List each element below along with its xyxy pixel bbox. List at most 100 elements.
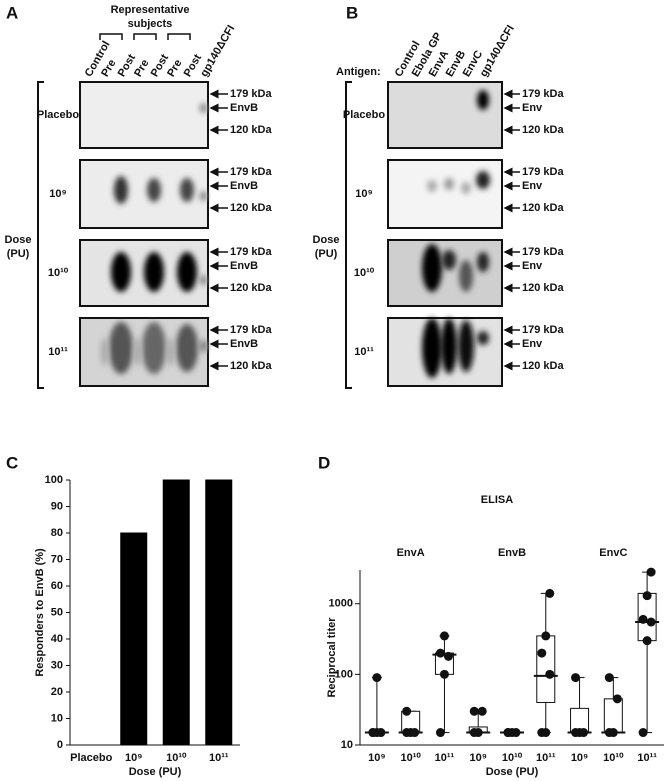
band	[199, 191, 208, 201]
point	[443, 651, 453, 661]
x-axis-label: Dose (PU)	[129, 766, 182, 778]
band	[198, 340, 209, 352]
band	[100, 338, 109, 366]
marker-label: EnvB	[230, 180, 258, 192]
marker-label: Env	[522, 102, 543, 114]
y-tick-label: 70	[51, 553, 63, 565]
x-axis-label: Dose (PU)	[486, 766, 539, 778]
x-tick-label: 10⁹	[368, 752, 385, 764]
band	[144, 252, 164, 292]
x-tick-label: 10¹¹	[209, 752, 229, 764]
band	[427, 180, 437, 192]
marker-label: 120 kDa	[230, 124, 272, 136]
band	[176, 324, 198, 372]
marker-label: EnvB	[230, 338, 258, 350]
point	[477, 706, 487, 716]
y-axis-label: Reciprocal titer	[326, 617, 338, 698]
marker-label: 179 kDa	[522, 166, 564, 178]
marker-label: 179 kDa	[230, 88, 272, 100]
marker-label: 120 kDa	[522, 124, 564, 136]
y-tick-label: 80	[51, 527, 63, 539]
marker-label: 179 kDa	[230, 166, 272, 178]
point	[612, 694, 622, 704]
dose-bracket	[37, 81, 44, 389]
lane-label: gp140ΔCFI	[478, 23, 517, 79]
y-tick-label: 60	[51, 580, 63, 592]
x-tick-label: 10⁹	[125, 752, 142, 764]
marker-label: Env	[522, 180, 543, 192]
y-tick-label: 30	[51, 659, 63, 671]
dose-label: Dose	[313, 234, 340, 246]
band	[442, 250, 456, 270]
row-label: 10¹⁰	[354, 267, 375, 279]
x-tick-label: 10¹¹	[435, 752, 455, 764]
band	[444, 178, 454, 190]
band	[422, 318, 442, 378]
y-tick-label: 100	[335, 668, 353, 680]
marker-label: 179 kDa	[230, 246, 272, 258]
y-tick-label: 90	[51, 500, 63, 512]
row-label: 10¹⁰	[48, 267, 69, 279]
lane-label: gp140ΔCFI	[198, 23, 237, 79]
marker-label: 120 kDa	[522, 282, 564, 294]
band	[477, 90, 489, 110]
marker-label: 179 kDa	[230, 324, 272, 336]
marker-label: 120 kDa	[230, 360, 272, 372]
panel-label: B	[346, 3, 358, 22]
band	[459, 260, 473, 292]
y-tick-label: 40	[51, 633, 63, 645]
point	[604, 673, 614, 683]
point	[435, 648, 445, 658]
blot	[387, 81, 503, 149]
dose-label: Dose	[5, 234, 32, 246]
row-label: 10⁹	[355, 188, 372, 200]
band	[476, 171, 490, 189]
group-label: EnvC	[599, 547, 627, 559]
blot	[387, 239, 503, 307]
point	[537, 648, 547, 658]
point	[372, 673, 382, 683]
marker-label: 120 kDa	[522, 360, 564, 372]
box	[536, 635, 556, 703]
bar	[162, 479, 190, 746]
band	[180, 178, 194, 202]
band	[133, 338, 142, 366]
band	[109, 322, 133, 374]
y-tick-label: 1000	[329, 598, 353, 610]
band	[461, 182, 471, 194]
band	[441, 318, 457, 374]
marker-label: EnvB	[230, 102, 258, 114]
chart-title: ELISA	[481, 494, 513, 506]
x-tick-label: 10¹⁰	[603, 752, 624, 764]
dose-label: (PU)	[315, 248, 338, 260]
row-label: 10¹¹	[354, 346, 374, 358]
dose-bracket	[345, 81, 352, 389]
marker-label: 120 kDa	[230, 282, 272, 294]
x-tick-label: 10⁹	[469, 752, 486, 764]
point	[439, 631, 449, 641]
x-tick-label: Placebo	[70, 752, 112, 764]
group-label: EnvA	[397, 547, 425, 559]
point	[638, 728, 648, 738]
marker-label: 120 kDa	[522, 202, 564, 214]
point	[541, 728, 551, 738]
point	[541, 631, 551, 641]
y-tick-label: 20	[51, 686, 63, 698]
point	[439, 669, 449, 679]
band	[199, 275, 208, 285]
marker-label: 179 kDa	[522, 246, 564, 258]
y-tick-label: 50	[51, 606, 63, 618]
blot-header: Representative	[111, 4, 190, 16]
point	[646, 567, 656, 577]
band	[147, 178, 161, 202]
point	[435, 728, 445, 738]
band	[458, 320, 474, 372]
band	[422, 244, 442, 292]
y-tick-label: 100	[45, 474, 63, 486]
bar	[205, 479, 233, 746]
group-label: EnvB	[498, 547, 526, 559]
marker-label: EnvB	[230, 260, 258, 272]
y-tick-label: 10	[51, 712, 63, 724]
point	[642, 636, 652, 646]
antigen-label: Antigen:	[336, 66, 381, 78]
